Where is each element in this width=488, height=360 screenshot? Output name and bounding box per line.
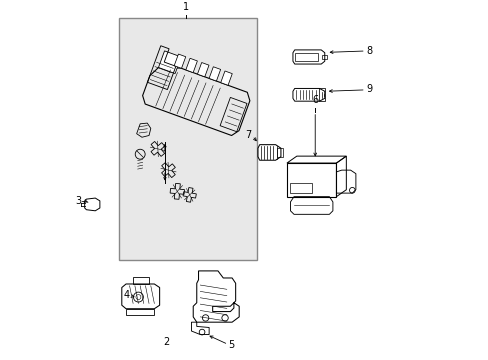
Polygon shape [158, 51, 181, 73]
Text: 4: 4 [123, 290, 129, 300]
Text: 9: 9 [366, 84, 372, 94]
Bar [277, 148, 283, 157]
Polygon shape [197, 63, 208, 77]
Polygon shape [294, 53, 317, 60]
Bar [290, 183, 311, 193]
Polygon shape [209, 67, 220, 81]
Text: 6: 6 [311, 95, 318, 105]
Polygon shape [220, 71, 232, 85]
Bar [119, 18, 256, 260]
Polygon shape [185, 58, 197, 73]
Text: 1: 1 [183, 2, 189, 12]
Bar [321, 54, 326, 59]
Text: 8: 8 [366, 46, 372, 56]
Text: 3: 3 [75, 196, 81, 206]
Polygon shape [174, 54, 185, 68]
Text: 5: 5 [228, 340, 234, 350]
Text: 7: 7 [245, 130, 251, 140]
Text: 2: 2 [163, 337, 169, 347]
